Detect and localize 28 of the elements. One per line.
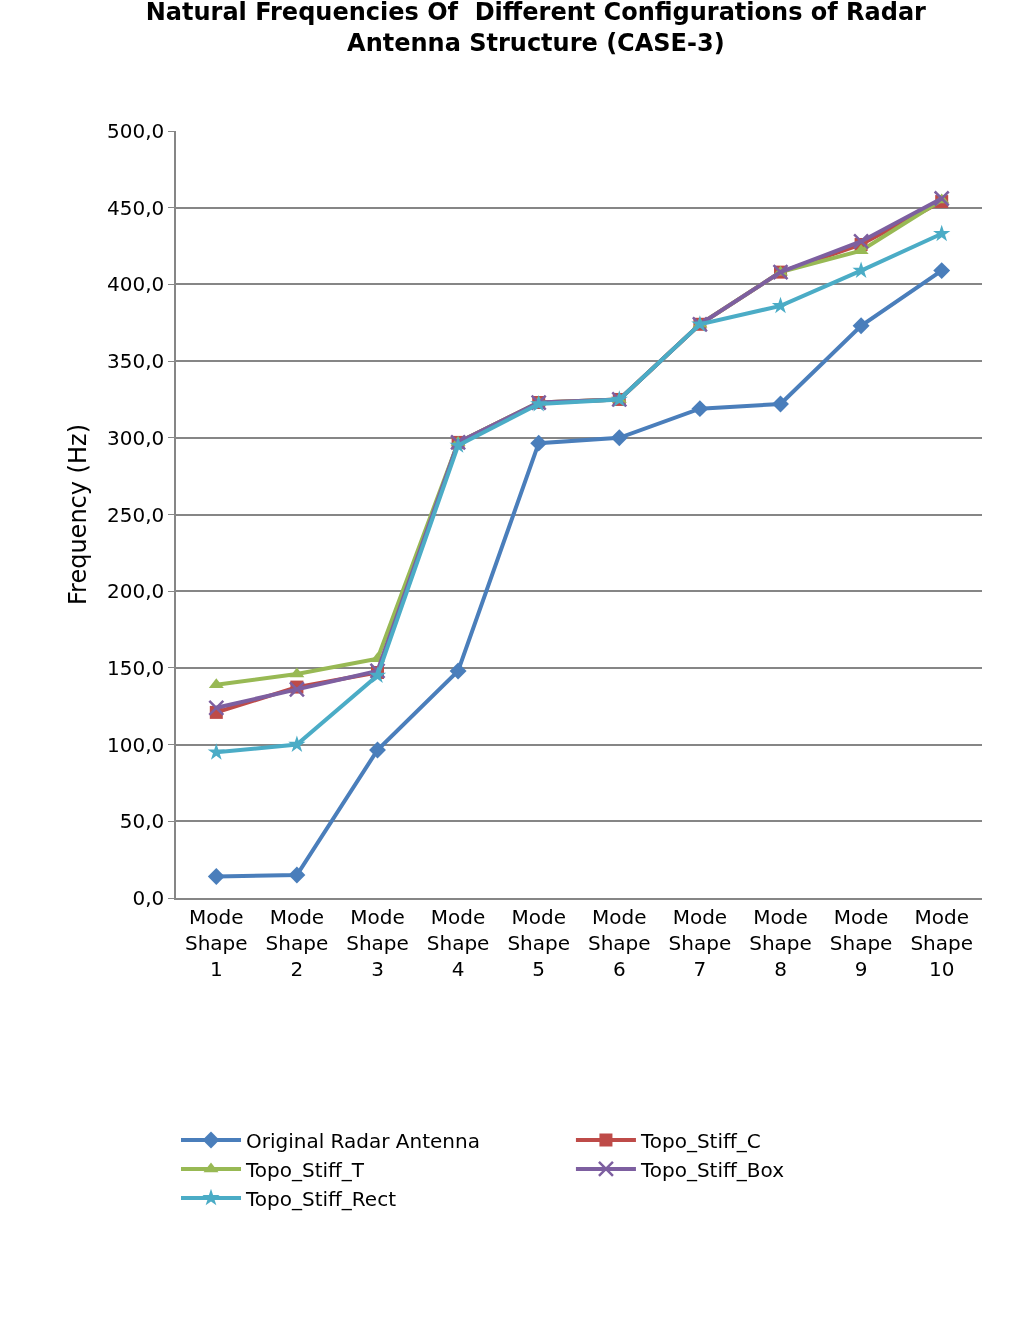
y-tick-label: 300,0 [106,425,165,450]
x-tick-label: Mode Shape 10 [910,904,974,981]
y-tick-label: 50,0 [119,809,165,834]
y-tick-label: 400,0 [106,272,165,297]
x-tick-label: Mode Shape 5 [507,904,571,981]
y-tick-label: 250,0 [106,502,165,527]
y-tick-label: 100,0 [106,732,165,757]
legend-label: Topo_Stiff_Box [639,1157,785,1182]
chart-title: Natural Frequencies Of Different Configurations of Radar Antenna Structure (CASE-3) [145,0,927,58]
x-tick-label: Mode Shape 3 [346,904,409,981]
legend-label: Original Radar Antenna [246,1128,480,1153]
y-tick-label: 150,0 [106,655,165,680]
x-tick-label: Mode Shape 8 [749,904,812,981]
legend-label: Topo_Stiff_C [639,1128,761,1153]
x-tick-label: Mode Shape 7 [668,904,732,981]
y-tick-label: 350,0 [106,349,165,374]
legend-label: Topo_Stiff_T [245,1157,365,1182]
x-tick-label: Mode Shape 6 [587,904,651,981]
x-tick-label: Mode Shape 9 [829,904,893,981]
y-tick-label: 500,0 [106,119,165,143]
y-tick-label: 450,0 [106,195,165,220]
x-tick-label: Mode Shape 4 [426,904,490,981]
x-tick-label: Mode Shape 2 [265,904,329,981]
legend-label: Topo_Stiff_Rect [245,1186,397,1211]
y-axis-title: Frequency (Hz) [63,424,92,605]
y-tick-label: 0,0 [132,886,165,910]
x-tick-label: Mode Shape 1 [184,904,248,981]
y-tick-label: 200,0 [106,579,165,604]
